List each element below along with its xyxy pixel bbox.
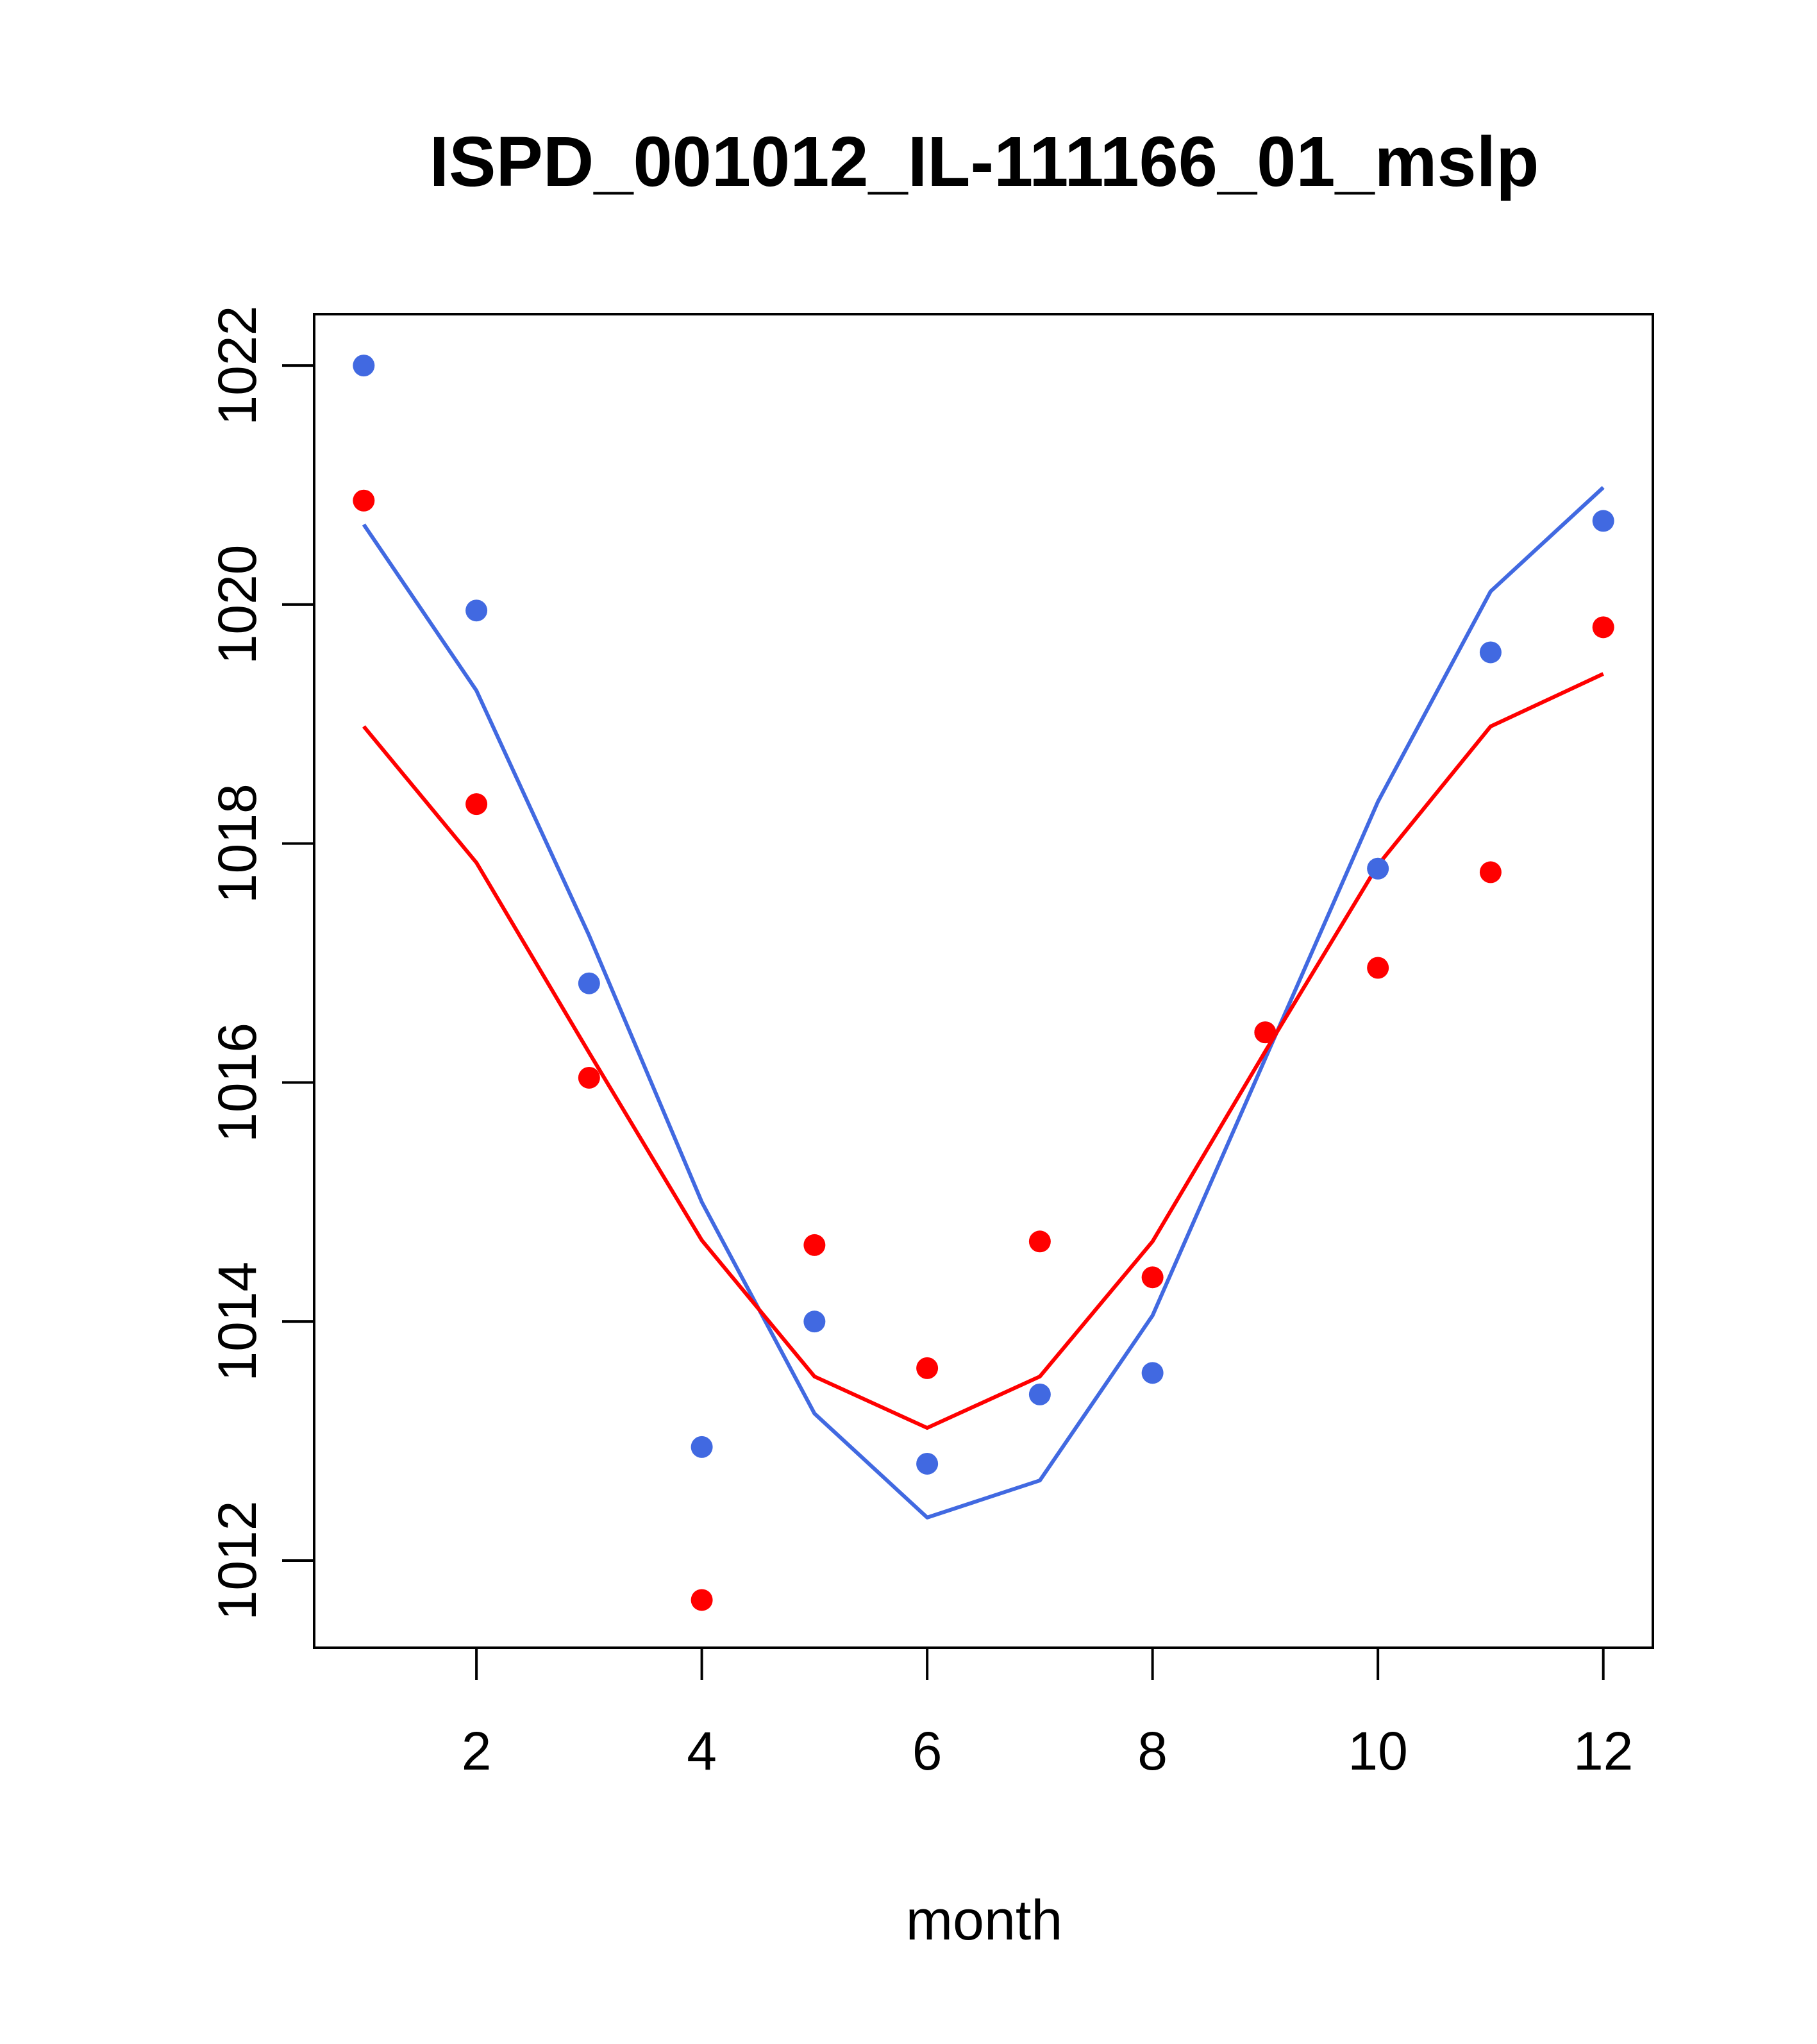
blue-point-point xyxy=(353,355,375,377)
red-point-point xyxy=(1254,1021,1277,1044)
blue-point-point xyxy=(1479,641,1502,664)
x-tick-label: 10 xyxy=(1348,1721,1407,1781)
red-point-point xyxy=(578,1066,600,1089)
blue-line-series xyxy=(362,486,1605,1520)
blue-point-point xyxy=(916,1452,939,1475)
x-tick-label: 8 xyxy=(1137,1721,1168,1781)
blue-point-point xyxy=(1592,510,1614,532)
x-tick-label: 2 xyxy=(462,1721,492,1781)
blue-point-point xyxy=(578,972,600,994)
y-axis: 1012 1014 1016 1018 1020 1022 xyxy=(207,306,314,1621)
blue-point-point xyxy=(803,1311,826,1333)
blue-point-point xyxy=(691,1436,713,1458)
blue-point-point xyxy=(1367,857,1389,880)
y-tick-label: 1022 xyxy=(207,306,267,426)
red-point-point xyxy=(916,1357,939,1379)
red-point-point xyxy=(1479,861,1502,884)
plot-frame xyxy=(313,313,1654,1649)
x-axis-label: month xyxy=(906,1888,1063,1952)
x-axis: 2 4 6 8 10 12 xyxy=(462,1648,1633,1781)
x-tick-label: 12 xyxy=(1573,1721,1633,1781)
blue-point-point xyxy=(1141,1362,1164,1384)
y-tick-label: 1016 xyxy=(207,1023,267,1143)
red-point-point xyxy=(353,489,375,512)
red-point-point xyxy=(1592,616,1614,639)
x-tick-label: 6 xyxy=(912,1721,942,1781)
plot-area xyxy=(313,313,1654,1649)
red-point-point xyxy=(1028,1230,1051,1253)
y-tick-label: 1014 xyxy=(207,1262,267,1382)
blue-point-point xyxy=(465,599,488,622)
red-line-series xyxy=(362,672,1604,1430)
red-point-point xyxy=(1141,1266,1164,1289)
y-tick-label: 1012 xyxy=(207,1501,267,1621)
red-point-point xyxy=(803,1234,826,1256)
x-tick-label: 4 xyxy=(687,1721,717,1781)
blue-point-point xyxy=(1028,1383,1051,1405)
red-point-point xyxy=(465,793,488,816)
y-tick-label: 1018 xyxy=(207,783,267,903)
chart-title: ISPD_001012_IL-111166_01_mslp xyxy=(430,122,1539,201)
y-tick-label: 1020 xyxy=(207,544,267,664)
red-point-point xyxy=(691,1589,713,1611)
red-point-point xyxy=(1367,957,1389,979)
